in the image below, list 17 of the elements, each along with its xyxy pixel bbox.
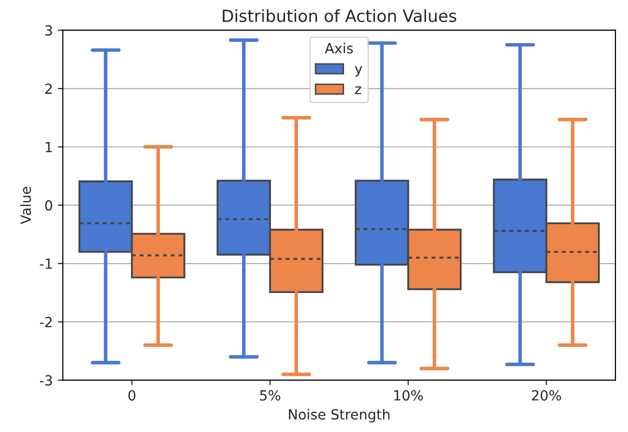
y-tick-label: 0 [45,200,52,211]
legend-label: z [355,86,362,94]
legend-label: y [354,66,362,77]
x-tick-label: 10% [394,390,423,401]
legend-title: Axis [324,42,353,54]
y-tick-label: -1 [40,258,52,269]
chart-title: Distribution of Action Values [222,9,456,22]
y-tick-label: -2 [40,316,52,328]
y-tick-label: 3 [45,25,52,36]
y-axis-title: Value [20,186,31,224]
x-tick-label: 20% [532,390,562,401]
x-tick-label: 0 [128,390,136,401]
x-axis-title: Noise Strength [288,408,390,422]
y-tick-label: 2 [45,84,52,94]
x-tick-label: 5% [260,390,280,401]
y-tick-label: -3 [40,375,52,386]
y-tick-label: 1 [46,142,52,152]
